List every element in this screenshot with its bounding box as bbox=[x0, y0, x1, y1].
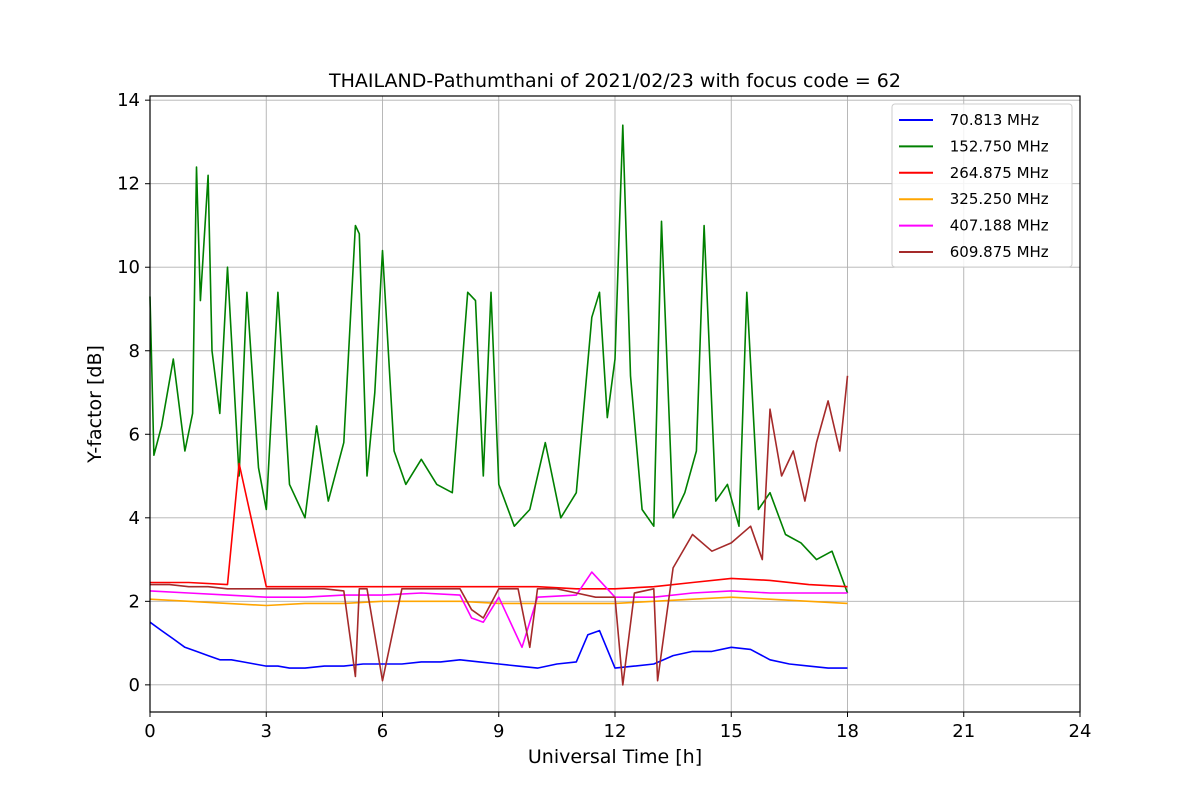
x-tick-label: 0 bbox=[144, 721, 155, 742]
y-axis-label: Y-factor [dB] bbox=[84, 345, 106, 464]
x-tick-label: 24 bbox=[1069, 721, 1092, 742]
y-tick-label: 12 bbox=[117, 174, 140, 195]
legend-label: 264.875 MHz bbox=[945, 164, 1049, 182]
legend-label: 609.875 MHz bbox=[945, 243, 1049, 261]
legend-label: 152.750 MHz bbox=[945, 137, 1049, 155]
legend-label: 407.188 MHz bbox=[945, 217, 1049, 235]
series-line-6 bbox=[150, 375, 849, 686]
series-line-4 bbox=[149, 596, 848, 607]
series-line-5 bbox=[149, 571, 848, 649]
x-axis-label: Universal Time [h] bbox=[528, 746, 702, 768]
x-tick-label: 15 bbox=[720, 721, 743, 742]
y-tick-label: 6 bbox=[129, 424, 140, 445]
series-line-1 bbox=[149, 621, 848, 669]
x-tick-label: 9 bbox=[493, 721, 504, 742]
legend-box bbox=[891, 103, 1073, 268]
legend: 70.813 MHz 152.750 MHz 264.875 MHz 325.2… bbox=[891, 103, 1073, 268]
x-tick-label: 3 bbox=[261, 721, 272, 742]
series-group bbox=[149, 124, 849, 686]
x-tick-label: 12 bbox=[604, 721, 627, 742]
series-line-2 bbox=[149, 124, 849, 594]
y-axis-ticks: 0 2 4 6 8 10 12 14 bbox=[117, 90, 150, 696]
y-tick-label: 2 bbox=[129, 591, 140, 612]
y-tick-label: 8 bbox=[129, 341, 140, 362]
x-tick-label: 6 bbox=[377, 721, 388, 742]
x-tick-label: 18 bbox=[836, 721, 859, 742]
x-axis-ticks: 0 3 6 9 12 15 18 21 24 bbox=[144, 712, 1091, 742]
y-tick-label: 0 bbox=[129, 675, 140, 696]
x-tick-label: 21 bbox=[952, 721, 975, 742]
y-tick-label: 10 bbox=[117, 257, 140, 278]
series-line-3 bbox=[150, 462, 848, 590]
chart-title: THAILAND-Pathumthani of 2021/02/23 with … bbox=[328, 70, 901, 92]
y-tick-label: 4 bbox=[129, 508, 140, 529]
y-tick-label: 14 bbox=[117, 90, 140, 111]
legend-label: 70.813 MHz bbox=[945, 111, 1039, 129]
legend-label: 325.250 MHz bbox=[945, 190, 1049, 208]
